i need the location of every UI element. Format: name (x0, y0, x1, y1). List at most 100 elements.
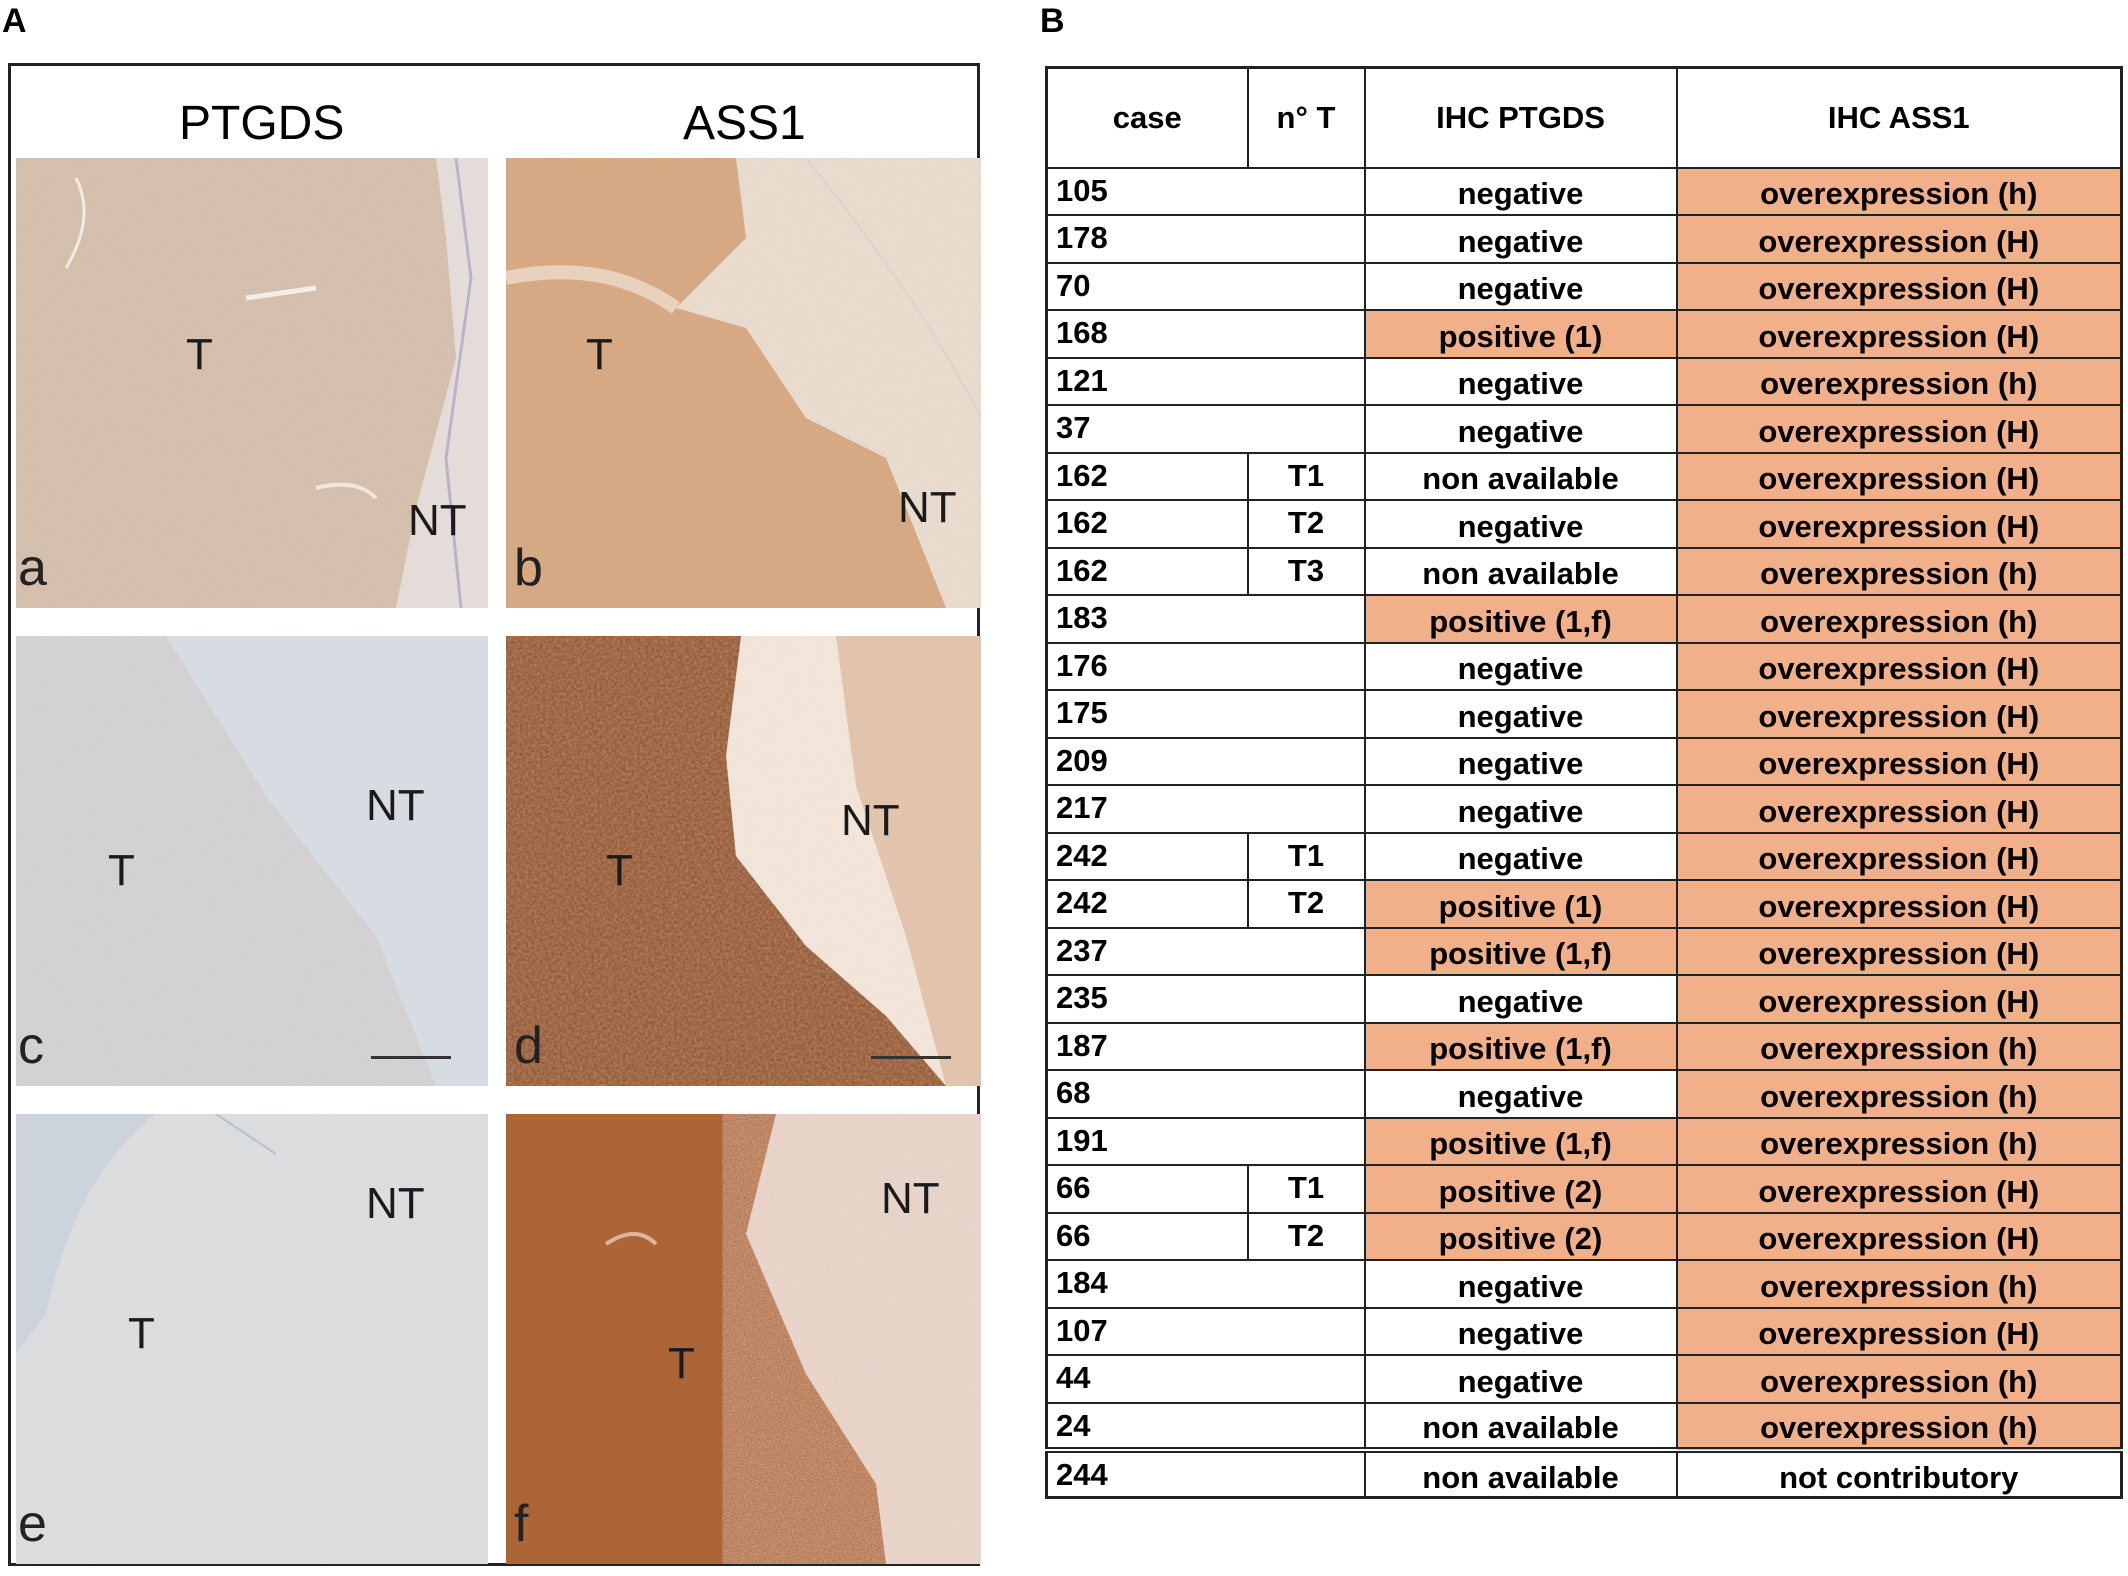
ihc-ass1-cell: overexpression (H) (1675, 641, 2123, 691)
case-cell: 237 (1045, 926, 1366, 976)
ihc-ptgds-cell: positive (1,f) (1363, 1116, 1678, 1166)
ihc-ptgds-cell: positive (1,f) (1363, 926, 1678, 976)
table-row: 68 negative overexpression (h) (1045, 1069, 2123, 1119)
tumor-number-cell: T2 (1246, 499, 1366, 549)
ihc-ptgds-cell: negative (1363, 499, 1678, 549)
table-row: 176 negative overexpression (H) (1045, 641, 2123, 691)
case-cell: 242 (1045, 879, 1249, 929)
micrograph-d: T NT d (506, 636, 981, 1086)
ihc-ass1-cell: overexpression (h) (1675, 1116, 2123, 1166)
column-header-ihc-ass1: IHC ASS1 (1675, 66, 2123, 169)
micrograph-c: T NT c (16, 636, 488, 1086)
ihc-ptgds-cell: negative (1363, 214, 1678, 264)
ihc-ass1-cell: overexpression (h) (1675, 1259, 2123, 1309)
case-cell: 121 (1045, 356, 1366, 406)
table-row: 107 negative overexpression (H) (1045, 1306, 2123, 1356)
label-nt: NT (898, 483, 957, 532)
case-cell: 183 (1045, 594, 1366, 644)
table-row: 44 negative overexpression (h) (1045, 1354, 2123, 1404)
case-cell: 175 (1045, 689, 1366, 739)
ihc-ass1-cell: overexpression (H) (1675, 689, 2123, 739)
ihc-ass1-cell: overexpression (H) (1675, 926, 2123, 976)
ihc-ass1-cell: overexpression (H) (1675, 404, 2123, 454)
table-row: 178 negative overexpression (H) (1045, 214, 2123, 264)
table-row: 191 positive (1,f) overexpression (h) (1045, 1116, 2123, 1166)
table-row: 162 T2 negative overexpression (H) (1045, 499, 2123, 549)
ihc-ptgds-cell: negative (1363, 261, 1678, 311)
table-row: 217 negative overexpression (H) (1045, 784, 2123, 834)
ihc-ass1-cell: overexpression (H) (1675, 736, 2123, 786)
table-row: 162 T1 non available overexpression (H) (1045, 451, 2123, 501)
case-cell: 105 (1045, 166, 1366, 216)
case-cell: 178 (1045, 214, 1366, 264)
case-cell: 242 (1045, 831, 1249, 881)
case-cell: 176 (1045, 641, 1366, 691)
column-header-ihc-ptgds: IHC PTGDS (1363, 66, 1678, 169)
case-cell: 235 (1045, 974, 1366, 1024)
table-row: 66 T1 positive (2) overexpression (H) (1045, 1164, 2123, 1214)
ihc-ptgds-cell: negative (1363, 1306, 1678, 1356)
ihc-ass1-cell: overexpression (h) (1675, 594, 2123, 644)
label-nt: NT (408, 496, 467, 545)
image-letter: c (18, 1017, 44, 1075)
tumor-number-cell: T1 (1246, 451, 1366, 501)
case-cell: 162 (1045, 546, 1249, 596)
case-cell: 70 (1045, 261, 1366, 311)
ihc-ptgds-cell: positive (1,f) (1363, 594, 1678, 644)
case-cell: 66 (1045, 1164, 1249, 1214)
ihc-ass1-cell: overexpression (H) (1675, 831, 2123, 881)
ihc-ptgds-cell: negative (1363, 784, 1678, 834)
ihc-ass1-cell: overexpression (h) (1675, 1069, 2123, 1119)
micrograph-a: T NT a (16, 158, 488, 608)
label-t: T (128, 1309, 155, 1358)
case-cell: 107 (1045, 1306, 1366, 1356)
tumor-number-cell: T3 (1246, 546, 1366, 596)
image-letter: e (18, 1495, 47, 1553)
case-cell: 209 (1045, 736, 1366, 786)
table-row: 183 positive (1,f) overexpression (h) (1045, 594, 2123, 644)
ihc-ass1-cell: overexpression (H) (1675, 499, 2123, 549)
table-row: 105 negative overexpression (h) (1045, 166, 2123, 216)
tumor-number-cell: T1 (1246, 831, 1366, 881)
ihc-ass1-cell: overexpression (H) (1675, 309, 2123, 359)
column-header-case: case (1045, 66, 1249, 169)
case-cell: 217 (1045, 784, 1366, 834)
ihc-ass1-cell: overexpression (h) (1675, 1401, 2123, 1451)
ihc-results-table: case n° T IHC PTGDS IHC ASS1 105 negative… (1045, 66, 2123, 1499)
label-nt: NT (841, 796, 900, 845)
ihc-ptgds-cell: negative (1363, 736, 1678, 786)
ihc-ptgds-cell: positive (2) (1363, 1164, 1678, 1214)
label-nt: NT (881, 1174, 940, 1223)
scale-bar (871, 1056, 951, 1059)
tumor-number-cell: T1 (1246, 1164, 1366, 1214)
image-letter: f (514, 1495, 529, 1553)
table-row: 66 T2 positive (2) overexpression (H) (1045, 1211, 2123, 1261)
ihc-ptgds-cell: negative (1363, 356, 1678, 406)
ihc-ass1-cell: overexpression (H) (1675, 879, 2123, 929)
case-cell: 24 (1045, 1401, 1366, 1451)
label-nt: NT (366, 1179, 425, 1228)
ihc-ptgds-cell: non available (1363, 1447, 1678, 1499)
ihc-ptgds-cell: negative (1363, 1354, 1678, 1404)
ihc-ptgds-cell: negative (1363, 166, 1678, 216)
case-cell: 66 (1045, 1211, 1249, 1261)
ihc-ptgds-cell: non available (1363, 546, 1678, 596)
ihc-ass1-cell: overexpression (h) (1675, 546, 2123, 596)
scale-bar (371, 1056, 451, 1059)
table-row: 121 negative overexpression (h) (1045, 356, 2123, 406)
ihc-ptgds-cell: positive (1,f) (1363, 1021, 1678, 1071)
table-row: 187 positive (1,f) overexpression (h) (1045, 1021, 2123, 1071)
case-cell: 168 (1045, 309, 1366, 359)
ihc-ptgds-cell: negative (1363, 404, 1678, 454)
ihc-ass1-cell: overexpression (H) (1675, 1164, 2123, 1214)
panel-a-micrographs: PTGDS ASS1 T NT a (8, 63, 981, 1566)
label-t: T (606, 846, 633, 895)
ihc-ptgds-cell: negative (1363, 641, 1678, 691)
case-cell: 244 (1045, 1447, 1366, 1499)
case-cell: 68 (1045, 1069, 1366, 1119)
micrograph-b: T NT b (506, 158, 981, 608)
ihc-ptgds-cell: positive (1) (1363, 879, 1678, 929)
table-row: 162 T3 non available overexpression (h) (1045, 546, 2123, 596)
ihc-ass1-cell: not contributory (1675, 1447, 2123, 1499)
ihc-ptgds-cell: positive (1) (1363, 309, 1678, 359)
